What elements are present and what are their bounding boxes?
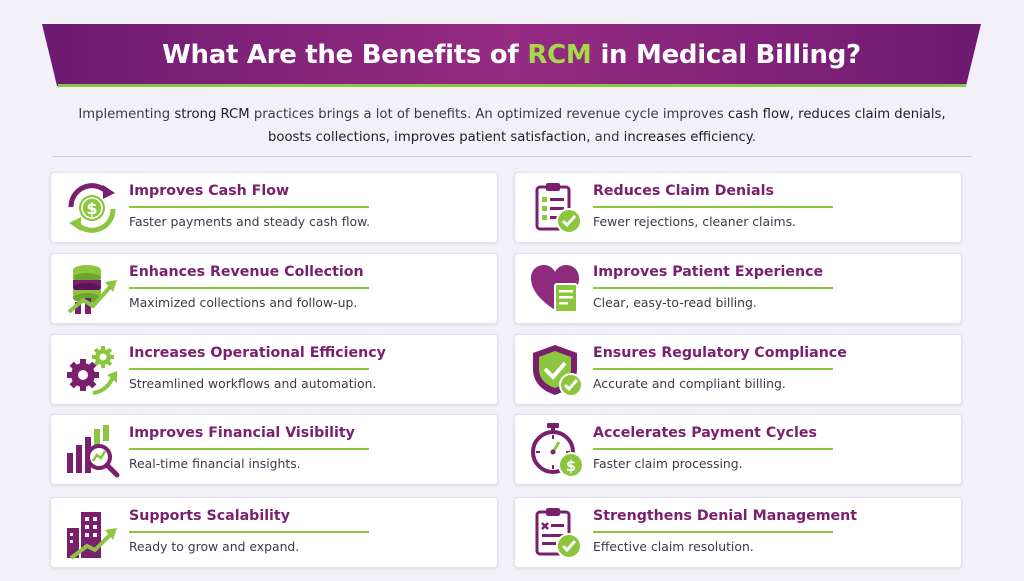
benefit-card-revenue-collection: Enhances Revenue Collection Maximized co…	[50, 253, 498, 324]
benefit-card-regulatory-compliance: Ensures Regulatory Compliance Accurate a…	[514, 334, 962, 405]
intro-line-1: Implementing strong RCM practices brings…	[60, 103, 964, 126]
benefit-description: Faster payments and steady cash flow.	[129, 214, 371, 229]
benefit-title: Ensures Regulatory Compliance	[593, 345, 847, 361]
heart-document-icon	[531, 265, 579, 313]
intro-text: .	[751, 130, 756, 145]
benefit-underline	[129, 206, 369, 208]
shield-check-icon	[533, 345, 583, 397]
benefit-title: Improves Financial Visibility	[129, 425, 355, 441]
revenue-growth-icon	[67, 265, 117, 314]
claim-checklist-icon	[535, 183, 582, 234]
building-growth-icon	[67, 512, 117, 560]
benefit-description: Effective claim resolution.	[593, 539, 754, 554]
benefit-card-cash-flow: $ Improves Cash Flow Faster payments and…	[50, 172, 498, 243]
page-title-highlight: RCM	[527, 40, 592, 70]
intro-bold: boosts collections, improves patient sat…	[268, 130, 591, 145]
benefit-title: Strengthens Denial Management	[593, 508, 858, 524]
stopwatch-dollar-icon: $	[531, 423, 584, 478]
intro-text: Implementing	[78, 107, 175, 122]
divider	[52, 156, 972, 157]
intro-bold: strong RCM	[174, 107, 250, 122]
benefit-description: Real-time financial insights.	[129, 456, 301, 471]
benefit-title: Increases Operational Efficiency	[129, 345, 386, 361]
benefit-description: Faster claim processing.	[593, 456, 743, 471]
chart-magnifier-icon	[67, 425, 120, 478]
benefit-underline	[129, 448, 369, 450]
intro-text: practices brings a lot of benefits. An o…	[249, 107, 728, 122]
benefit-underline	[129, 531, 369, 533]
intro-bold: increases efficiency	[623, 130, 752, 145]
benefit-underline	[593, 448, 833, 450]
page-title: What Are the Benefits of RCM in Medical …	[42, 24, 981, 86]
benefit-card-claim-denials: Reduces Claim Denials Fewer rejections, …	[514, 172, 962, 243]
benefit-card-denial-management: Strengthens Denial Management Effective …	[514, 497, 962, 568]
benefit-description: Ready to grow and expand.	[129, 539, 300, 554]
benefit-card-scalability: Supports Scalability Ready to grow and e…	[50, 497, 498, 568]
gears-icon	[67, 346, 117, 395]
benefit-title: Reduces Claim Denials	[593, 183, 774, 199]
title-underline	[58, 84, 966, 87]
benefit-description: Streamlined workflows and automation.	[129, 376, 377, 391]
benefit-description: Clear, easy-to-read billing.	[593, 295, 757, 310]
intro-paragraph: Implementing strong RCM practices brings…	[60, 103, 964, 149]
benefit-description: Maximized collections and follow-up.	[129, 295, 358, 310]
benefit-underline	[593, 531, 833, 533]
intro-text: and	[590, 130, 624, 145]
benefit-underline	[593, 287, 833, 289]
intro-line-2: boosts collections, improves patient sat…	[60, 126, 964, 149]
benefit-title: Enhances Revenue Collection	[129, 264, 364, 280]
benefit-description: Accurate and compliant billing.	[593, 376, 786, 391]
benefit-underline	[129, 287, 369, 289]
clipboard-check-icon	[535, 508, 582, 559]
svg-text:$: $	[566, 457, 576, 475]
benefit-card-operational-efficiency: Increases Operational Efficiency Streaml…	[50, 334, 498, 405]
title-banner	[42, 24, 981, 86]
benefit-title: Improves Patient Experience	[593, 264, 824, 280]
page-title-text: What Are the Benefits of	[162, 40, 519, 70]
benefit-title: Accelerates Payment Cycles	[593, 425, 817, 441]
benefit-title: Supports Scalability	[129, 508, 290, 524]
benefit-underline	[129, 368, 369, 370]
page-title-text-end: in Medical Billing?	[600, 40, 861, 70]
intro-bold: cash flow, reduces claim denials,	[727, 107, 946, 122]
benefit-underline	[593, 206, 833, 208]
benefit-title: Improves Cash Flow	[129, 183, 290, 199]
benefit-card-patient-experience: Improves Patient Experience Clear, easy-…	[514, 253, 962, 324]
benefit-card-financial-visibility: Improves Financial Visibility Real-time …	[50, 414, 498, 485]
benefit-underline	[593, 368, 833, 370]
benefit-description: Fewer rejections, cleaner claims.	[593, 214, 796, 229]
benefit-card-payment-cycles: $ Accelerates Payment Cycles Faster clai…	[514, 414, 962, 485]
cash-flow-icon: $	[68, 183, 116, 233]
svg-text:$: $	[86, 199, 97, 218]
